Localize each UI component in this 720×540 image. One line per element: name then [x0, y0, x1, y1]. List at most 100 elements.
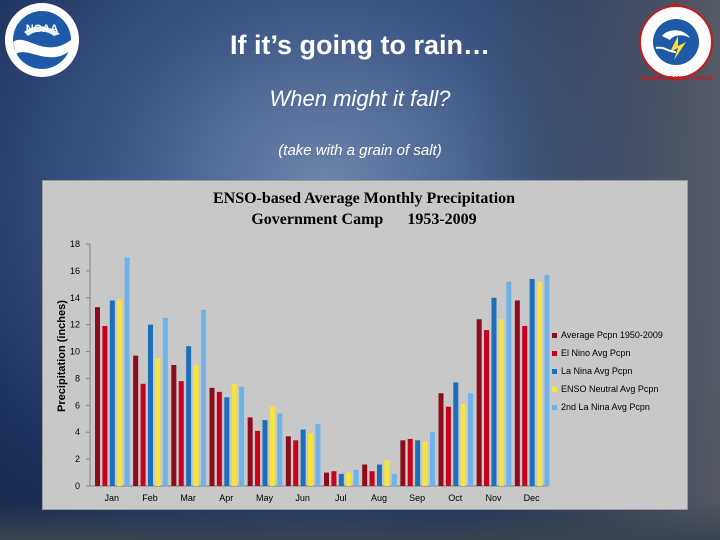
- bar: [216, 391, 222, 486]
- bar: [362, 464, 368, 486]
- bar: [262, 420, 268, 486]
- noaa-logo-icon: NOAA: [5, 3, 79, 77]
- legend-swatch: [552, 387, 557, 392]
- bar: [186, 346, 192, 486]
- y-tick-label: 4: [75, 427, 80, 437]
- legend-label: Average Pcpn 1950-2009: [561, 330, 663, 340]
- x-tick-label: Jul: [335, 493, 347, 503]
- bar: [155, 358, 161, 486]
- bar: [346, 472, 352, 486]
- y-tick-label: 8: [75, 373, 80, 383]
- bar: [255, 430, 261, 486]
- bar: [376, 464, 382, 486]
- bar: [429, 432, 435, 486]
- bar: [300, 429, 306, 486]
- bar: [324, 472, 329, 486]
- x-tick-label: Mar: [180, 493, 196, 503]
- bar: [331, 471, 337, 486]
- bar: [277, 413, 283, 486]
- bar: [200, 309, 206, 486]
- bar: [407, 438, 413, 486]
- bar: [133, 355, 139, 486]
- x-tick-label: Apr: [219, 493, 233, 503]
- legend-label: La Nina Avg Pcpn: [561, 366, 633, 376]
- chart-title: ENSO-based Average Monthly Precipitation…: [42, 188, 686, 230]
- bar: [162, 317, 168, 486]
- bar: [491, 297, 497, 486]
- x-tick-label: Jun: [295, 493, 310, 503]
- bar: [147, 324, 153, 486]
- bar: [140, 383, 146, 486]
- bar: [231, 383, 237, 486]
- bar: [445, 406, 451, 486]
- slide-title: If it’s going to rain…: [230, 30, 490, 60]
- x-tick-label: May: [256, 493, 274, 503]
- bar: [193, 365, 199, 486]
- nws-logo-text: NATIONAL WEATHER SERVICE: [639, 76, 715, 82]
- bar: [369, 471, 375, 486]
- legend-label: ENSO Neutral Avg Pcpn: [561, 384, 659, 394]
- y-tick-label: 10: [70, 347, 80, 357]
- bar: [95, 307, 100, 486]
- y-tick-label: 6: [75, 400, 80, 410]
- bar: [438, 393, 444, 486]
- legend-swatch: [552, 333, 557, 338]
- slide-subtitle: When might it fall?: [269, 86, 451, 111]
- legend-swatch: [552, 405, 557, 410]
- bar: [353, 469, 359, 486]
- y-tick-label: 14: [70, 293, 80, 303]
- chart-title-line-1: ENSO-based Average Monthly Precipitation: [212, 190, 516, 207]
- bar: [285, 436, 291, 486]
- y-tick-label: 2: [75, 454, 80, 464]
- bar: [468, 393, 474, 486]
- chart-legend: Average Pcpn 1950-2009 El Nino Avg Pcpn La…: [552, 330, 682, 420]
- legend-label: 2nd La Nina Avg Pcpn: [561, 402, 650, 412]
- bar: [293, 440, 299, 486]
- bar: [422, 441, 428, 486]
- legend-item: El Nino Avg Pcpn: [552, 348, 682, 366]
- legend-swatch: [552, 369, 557, 374]
- bar: [415, 440, 421, 486]
- bar: [224, 397, 230, 486]
- bar: [544, 274, 550, 486]
- bar: [171, 365, 177, 486]
- y-tick-label: 18: [70, 239, 80, 249]
- bar: [384, 460, 390, 486]
- x-tick-label: Jan: [105, 493, 120, 503]
- bar: [102, 326, 108, 486]
- bar: [117, 299, 123, 486]
- bar: [506, 281, 512, 486]
- bar: [460, 403, 466, 486]
- legend-item: ENSO Neutral Avg Pcpn: [552, 384, 682, 402]
- slide-note: (take with a grain of salt): [278, 142, 442, 159]
- bar: [247, 417, 253, 486]
- x-tick-label: Nov: [485, 493, 502, 503]
- bar: [124, 257, 130, 486]
- bar: [391, 473, 397, 486]
- bar: [498, 319, 504, 486]
- x-tick-label: Oct: [448, 493, 463, 503]
- y-tick-label: 16: [70, 266, 80, 276]
- legend-item: La Nina Avg Pcpn: [552, 366, 682, 384]
- bar: [537, 281, 543, 486]
- bar: [178, 381, 184, 486]
- legend-swatch: [552, 351, 557, 356]
- bar: [109, 300, 115, 486]
- y-tick-label: 12: [70, 320, 80, 330]
- bar: [400, 440, 406, 486]
- bar: [484, 330, 490, 486]
- bar: [529, 278, 535, 486]
- bar: [476, 319, 482, 486]
- y-tick-label: 0: [75, 481, 80, 491]
- legend-item: 2nd La Nina Avg Pcpn: [552, 402, 682, 420]
- x-tick-label: Sep: [409, 493, 425, 503]
- x-tick-label: Dec: [524, 493, 541, 503]
- chart-title-line-2: Government Camp 1953-2009: [251, 211, 477, 228]
- bar: [522, 326, 528, 486]
- legend-item: Average Pcpn 1950-2009: [552, 330, 682, 348]
- bar: [453, 382, 459, 486]
- bar: [514, 300, 520, 486]
- bar: [315, 424, 321, 486]
- x-tick-label: Feb: [142, 493, 158, 503]
